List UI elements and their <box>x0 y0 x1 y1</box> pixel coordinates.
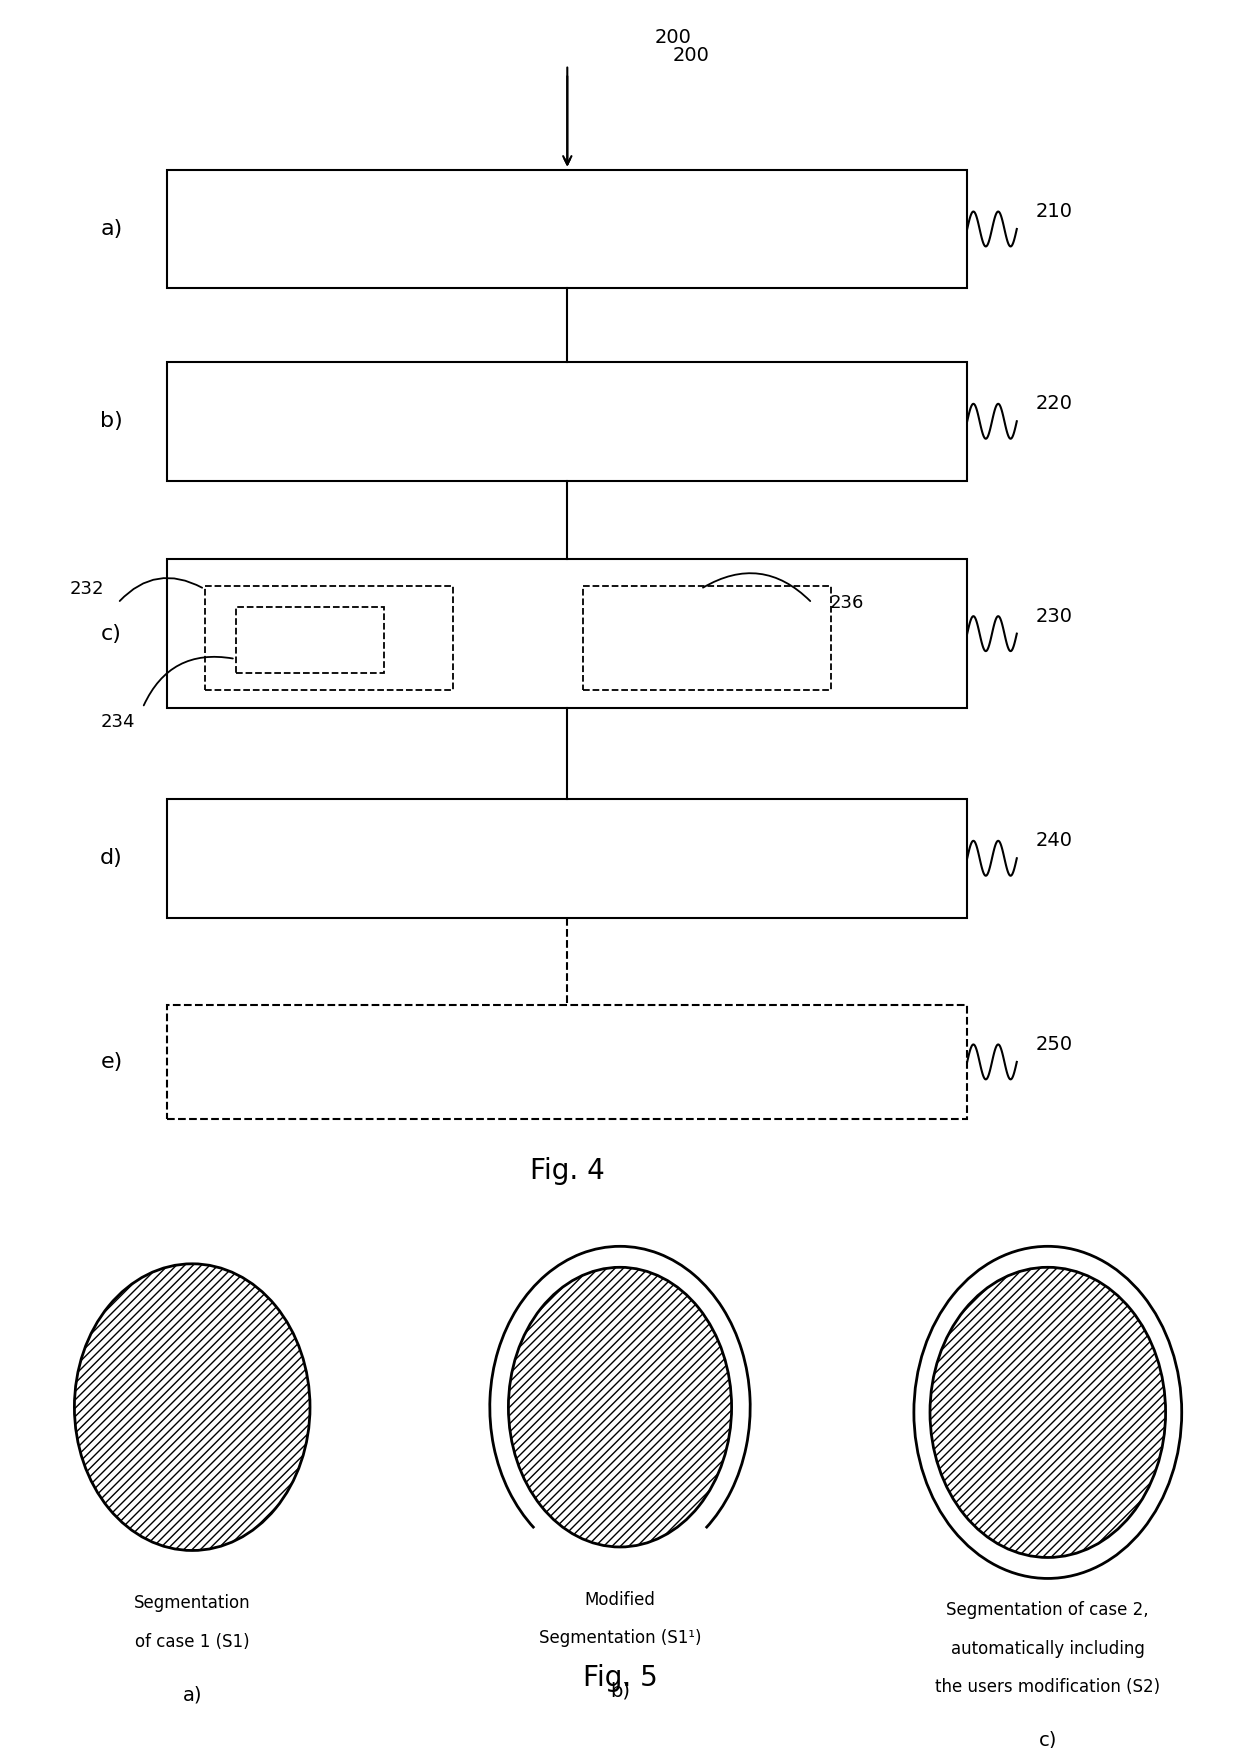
Text: 200: 200 <box>655 28 691 47</box>
Text: e): e) <box>100 1052 123 1072</box>
Text: the users modification (S2): the users modification (S2) <box>935 1678 1161 1696</box>
Text: Segmentation: Segmentation <box>134 1594 250 1612</box>
Text: c): c) <box>1039 1731 1056 1748</box>
Text: Modified: Modified <box>584 1591 656 1608</box>
Text: Fig. 4: Fig. 4 <box>529 1157 605 1185</box>
Ellipse shape <box>74 1264 310 1550</box>
Text: Segmentation (S1¹): Segmentation (S1¹) <box>538 1629 702 1647</box>
Text: 250: 250 <box>1035 1035 1073 1054</box>
Text: 236: 236 <box>830 594 864 612</box>
Text: d): d) <box>100 848 123 869</box>
Ellipse shape <box>508 1267 732 1547</box>
Ellipse shape <box>930 1267 1166 1557</box>
FancyBboxPatch shape <box>583 586 831 690</box>
Text: 230: 230 <box>1035 607 1073 626</box>
Text: b): b) <box>100 411 123 432</box>
Text: 234: 234 <box>100 713 135 731</box>
Text: 232: 232 <box>69 580 104 598</box>
FancyBboxPatch shape <box>205 586 453 690</box>
FancyBboxPatch shape <box>167 559 967 708</box>
Text: 240: 240 <box>1035 832 1073 850</box>
Text: a): a) <box>100 218 123 239</box>
Text: 200: 200 <box>673 47 709 65</box>
Text: c): c) <box>102 624 122 643</box>
Text: of case 1 (S1): of case 1 (S1) <box>135 1633 249 1650</box>
FancyBboxPatch shape <box>167 170 967 288</box>
Text: 210: 210 <box>1035 203 1073 220</box>
FancyBboxPatch shape <box>167 362 967 481</box>
Text: Fig. 5: Fig. 5 <box>583 1664 657 1692</box>
Text: Segmentation of case 2,: Segmentation of case 2, <box>946 1601 1149 1619</box>
Text: automatically including: automatically including <box>951 1640 1145 1657</box>
Text: b): b) <box>610 1682 630 1701</box>
Text: a): a) <box>182 1685 202 1704</box>
FancyBboxPatch shape <box>167 1005 967 1119</box>
Text: 220: 220 <box>1035 395 1073 413</box>
FancyBboxPatch shape <box>167 799 967 918</box>
FancyBboxPatch shape <box>236 607 384 673</box>
